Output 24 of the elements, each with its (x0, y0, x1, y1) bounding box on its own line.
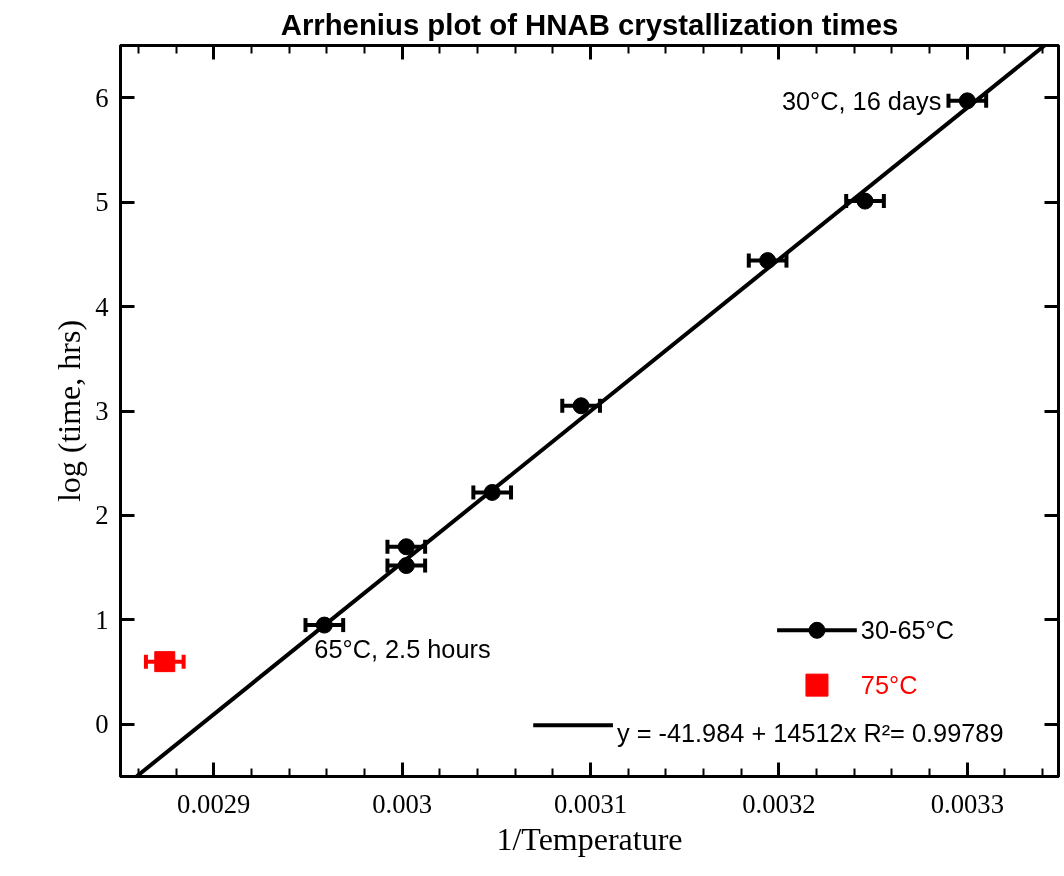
point (856, 192, 874, 210)
point (154, 651, 176, 673)
x-tick-label: 0.0029 (177, 788, 251, 819)
annotation: 30°C, 16 days (781, 86, 942, 115)
point (397, 538, 415, 556)
y-tick-label: 2 (95, 500, 109, 531)
x-tick-label: 0.0031 (553, 788, 628, 819)
y-tick-label: 4 (95, 291, 109, 322)
x-tick-label: 0.0033 (930, 788, 1004, 819)
x-tick-label: 0.0032 (742, 788, 816, 819)
chart-title: Arrhenius plot of HNAB crystallization times (280, 7, 899, 41)
legend-label: y = -41.984 + 14512x R²= 0.99789 (616, 719, 1004, 748)
y-tick-label: 5 (95, 187, 109, 218)
y-tick-label: 3 (95, 396, 109, 426)
y-tick-label: 0 (95, 709, 109, 740)
x-tick-label: 0.003 (372, 788, 433, 819)
x-axis-title: 1/Temperature (496, 820, 683, 857)
legend-label: 30-65°C (860, 616, 955, 645)
annotation: 65°C, 2.5 hours (314, 635, 491, 664)
y-tick-label: 6 (95, 82, 109, 113)
y-axis-title: log (time, hrs) (51, 319, 88, 503)
point (572, 397, 590, 415)
y-tick-label: 1 (95, 604, 109, 635)
legend-label: 75°C (860, 671, 918, 700)
